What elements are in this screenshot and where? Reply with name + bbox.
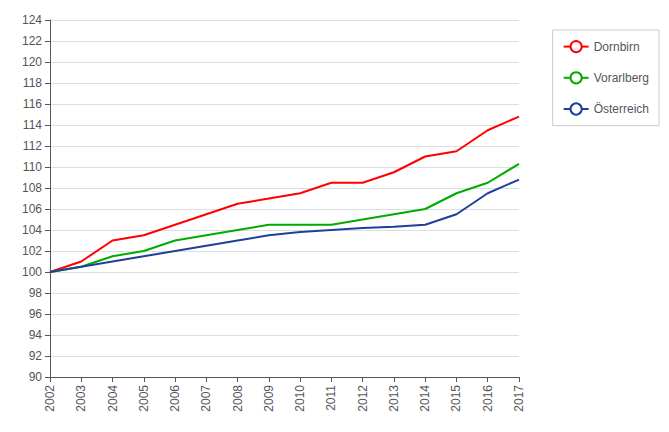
svg-text:2003: 2003 (74, 385, 88, 412)
svg-text:2007: 2007 (199, 385, 213, 412)
svg-text:102: 102 (22, 244, 42, 258)
svg-text:Vorarlberg: Vorarlberg (594, 71, 649, 85)
svg-text:2004: 2004 (106, 385, 120, 412)
svg-text:96: 96 (29, 307, 43, 321)
svg-text:2009: 2009 (262, 385, 276, 412)
svg-text:98: 98 (29, 286, 43, 300)
svg-text:2012: 2012 (356, 385, 370, 412)
svg-text:116: 116 (23, 97, 42, 111)
svg-text:2017: 2017 (512, 385, 526, 412)
svg-text:118: 118 (23, 76, 42, 90)
svg-text:120: 120 (22, 55, 42, 69)
svg-text:Dornbirn: Dornbirn (594, 40, 640, 54)
svg-text:2013: 2013 (387, 385, 401, 412)
svg-text:92: 92 (29, 349, 43, 363)
svg-text:2008: 2008 (231, 385, 245, 412)
svg-text:106: 106 (22, 202, 42, 216)
svg-text:2015: 2015 (449, 385, 463, 412)
svg-text:122: 122 (22, 34, 42, 48)
svg-text:94: 94 (29, 328, 43, 342)
svg-text:100: 100 (22, 265, 42, 279)
svg-text:124: 124 (22, 13, 42, 27)
svg-text:2014: 2014 (418, 385, 432, 412)
svg-text:114: 114 (23, 118, 42, 132)
svg-text:2002: 2002 (43, 385, 57, 412)
svg-text:112: 112 (23, 139, 42, 153)
svg-text:104: 104 (22, 223, 42, 237)
svg-text:2010: 2010 (293, 385, 307, 412)
svg-text:90: 90 (29, 370, 43, 384)
svg-text:110: 110 (23, 160, 42, 174)
svg-text:108: 108 (22, 181, 42, 195)
svg-text:2005: 2005 (137, 385, 151, 412)
svg-text:2011: 2011 (324, 385, 338, 411)
svg-text:2006: 2006 (168, 385, 182, 412)
svg-text:2016: 2016 (481, 385, 495, 412)
svg-text:Österreich: Österreich (594, 102, 649, 116)
